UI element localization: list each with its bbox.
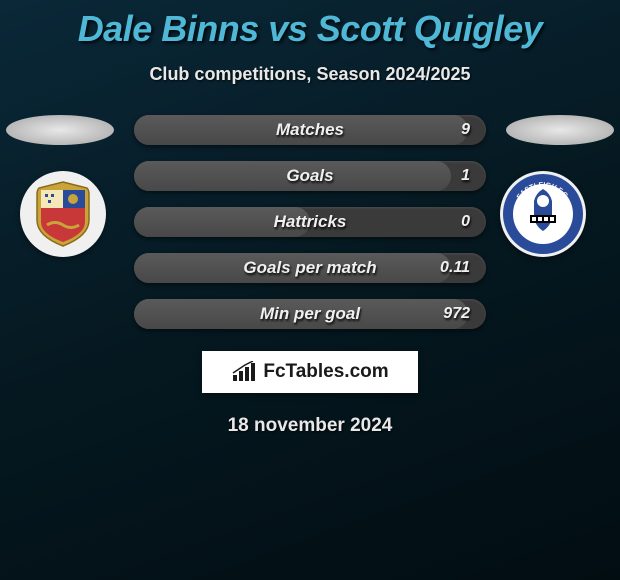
stat-label: Goals per match — [134, 258, 486, 278]
stat-row-goals: Goals 1 — [134, 161, 486, 191]
date-label: 18 november 2024 — [0, 415, 620, 437]
stat-row-mpg: Min per goal 972 — [134, 299, 486, 329]
stat-label: Goals — [134, 166, 486, 186]
stats-list: Matches 9 Goals 1 Hattricks 0 Goals per … — [134, 115, 486, 345]
stat-label: Matches — [134, 120, 486, 140]
stat-value: 9 — [461, 121, 470, 139]
stat-label: Hattricks — [134, 212, 486, 232]
brand-label: FcTables.com — [263, 361, 388, 383]
chart-icon — [231, 361, 257, 383]
stat-row-matches: Matches 9 — [134, 115, 486, 145]
comparison-area: EASTLEIGH F.C. Matches 9 Goals 1 Hattric… — [0, 115, 620, 345]
wealdstone-shield-icon — [33, 180, 93, 248]
stat-label: Min per goal — [134, 304, 486, 324]
left-pedestal — [6, 115, 114, 145]
brand-box[interactable]: FcTables.com — [202, 351, 418, 393]
subtitle: Club competitions, Season 2024/2025 — [0, 64, 620, 85]
stat-row-hattricks: Hattricks 0 — [134, 207, 486, 237]
eastleigh-badge-icon: EASTLEIGH F.C. — [500, 171, 586, 257]
stat-value: 0 — [461, 213, 470, 231]
left-club-crest — [20, 171, 120, 271]
right-club-crest: EASTLEIGH F.C. — [500, 171, 600, 271]
stat-value: 1 — [461, 167, 470, 185]
stat-row-gpm: Goals per match 0.11 — [134, 253, 486, 283]
stat-value: 972 — [443, 305, 470, 323]
stat-value: 0.11 — [440, 259, 470, 277]
page-title: Dale Binns vs Scott Quigley — [0, 0, 620, 50]
right-pedestal — [506, 115, 614, 145]
